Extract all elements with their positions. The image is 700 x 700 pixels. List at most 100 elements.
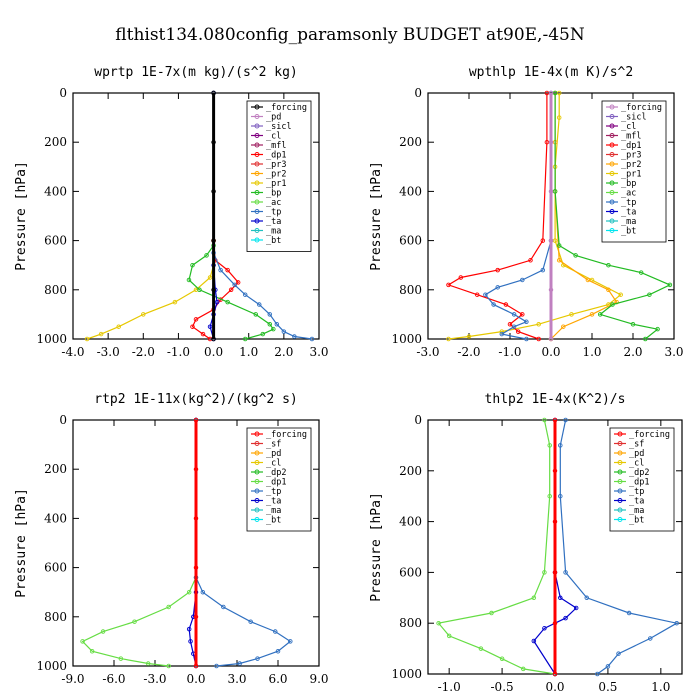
series-line: [213, 93, 313, 340]
y-tick-label: 400: [399, 184, 422, 198]
legend-label: _dp1: [621, 141, 641, 151]
data-point: [218, 267, 223, 273]
data-point: [211, 189, 216, 194]
legend-label: _ta: [266, 217, 281, 227]
y-tick-label: 1000: [391, 667, 422, 681]
data-point: [141, 312, 146, 317]
x-tick-label: 0.5: [598, 680, 617, 694]
x-tick-label: 0.0: [545, 680, 564, 694]
data-point: [584, 595, 590, 601]
legend-marker: [617, 469, 623, 475]
data-point: [606, 262, 611, 268]
data-point: [499, 331, 505, 337]
data-point: [116, 324, 121, 329]
legend-label: _forcing: [266, 103, 307, 113]
series-line: [559, 419, 679, 675]
data-point: [186, 626, 192, 632]
legend-label: _pr2: [621, 160, 641, 170]
data-point: [483, 292, 488, 297]
data-point: [118, 656, 124, 661]
x-tick-label: -3.0: [143, 672, 166, 686]
legend-label: _ma: [266, 506, 281, 516]
y-tick-label: 600: [399, 565, 422, 579]
data-point: [558, 443, 563, 448]
data-point: [235, 280, 241, 285]
data-point: [489, 610, 494, 616]
data-point: [257, 302, 262, 307]
y-tick-label: 600: [44, 234, 67, 248]
legend-marker: [254, 104, 260, 110]
legend-marker: [609, 171, 615, 176]
legend-label: _dp2: [629, 468, 649, 478]
legend-label: _pr3: [266, 160, 286, 170]
data-point: [207, 324, 213, 329]
data-point: [186, 277, 192, 283]
data-point: [292, 334, 297, 339]
legend-marker: [617, 431, 623, 437]
x-tick-label: 9.0: [309, 672, 328, 686]
legend-label: _cl: [629, 459, 644, 469]
data-point: [556, 90, 562, 96]
legend-marker: [254, 237, 260, 243]
legend-label: _cl: [266, 459, 281, 469]
legend-marker: [254, 228, 260, 233]
chart-title: thlp2 1E-4x(K^2)/s: [485, 392, 626, 407]
data-point: [193, 516, 199, 521]
legend-label: _bp: [621, 179, 636, 189]
legend-label: _bt: [266, 516, 281, 526]
y-tick-label: 0: [59, 86, 67, 100]
data-point: [193, 317, 199, 322]
y-tick-label: 200: [399, 135, 422, 149]
data-point: [197, 287, 202, 293]
data-point: [542, 417, 547, 423]
data-point: [606, 287, 611, 293]
data-point: [190, 324, 195, 329]
legend-marker: [609, 161, 615, 167]
data-point: [193, 417, 199, 423]
legend-label: _ac: [621, 189, 636, 199]
data-point: [166, 604, 171, 610]
legend-marker: [617, 507, 623, 513]
data-point: [521, 666, 526, 672]
x-tick-label: 0.0: [541, 345, 560, 359]
data-point: [556, 258, 562, 263]
data-point: [548, 189, 554, 194]
data-point: [548, 287, 554, 293]
y-axis-label: Pressure [hPa]: [369, 492, 384, 602]
legend-label: _ma: [629, 506, 644, 516]
y-tick-label: 600: [399, 234, 422, 248]
y-tick-label: 200: [44, 135, 67, 149]
data-point: [211, 336, 216, 342]
data-point: [172, 299, 178, 305]
data-point: [188, 639, 193, 644]
legend-marker: [254, 441, 260, 446]
data-point: [630, 321, 636, 327]
data-point: [499, 656, 505, 662]
legend-label: _sf: [629, 440, 644, 450]
legend-marker: [254, 161, 260, 167]
chart-panel: rtp2 1E-11x(kg^2)/(kg^2 s) Pressure [hPa]…: [14, 392, 329, 686]
x-tick-label: -1.0: [438, 680, 461, 694]
legend-marker: [617, 517, 623, 522]
x-tick-label: -2.0: [132, 345, 155, 359]
legend-marker: [609, 152, 615, 157]
y-axis-label: Pressure [hPa]: [14, 161, 29, 271]
legend-marker: [254, 123, 260, 129]
data-point: [552, 620, 558, 626]
data-point: [100, 629, 106, 634]
data-point: [193, 663, 199, 669]
data-point: [237, 661, 242, 666]
legend-marker: [254, 142, 260, 148]
data-point: [648, 636, 653, 641]
series-line: [447, 93, 548, 340]
legend-marker: [609, 123, 615, 129]
chart-title: rtp2 1E-11x(kg^2)/(kg^2 s): [94, 392, 298, 407]
legend-label: _mfl: [621, 132, 641, 142]
data-point: [638, 270, 644, 275]
y-tick-label: 1000: [36, 332, 67, 346]
legend-label: _ta: [621, 208, 636, 218]
legend-label: _tp: [266, 208, 281, 218]
data-point: [271, 326, 276, 332]
data-point: [643, 336, 648, 342]
